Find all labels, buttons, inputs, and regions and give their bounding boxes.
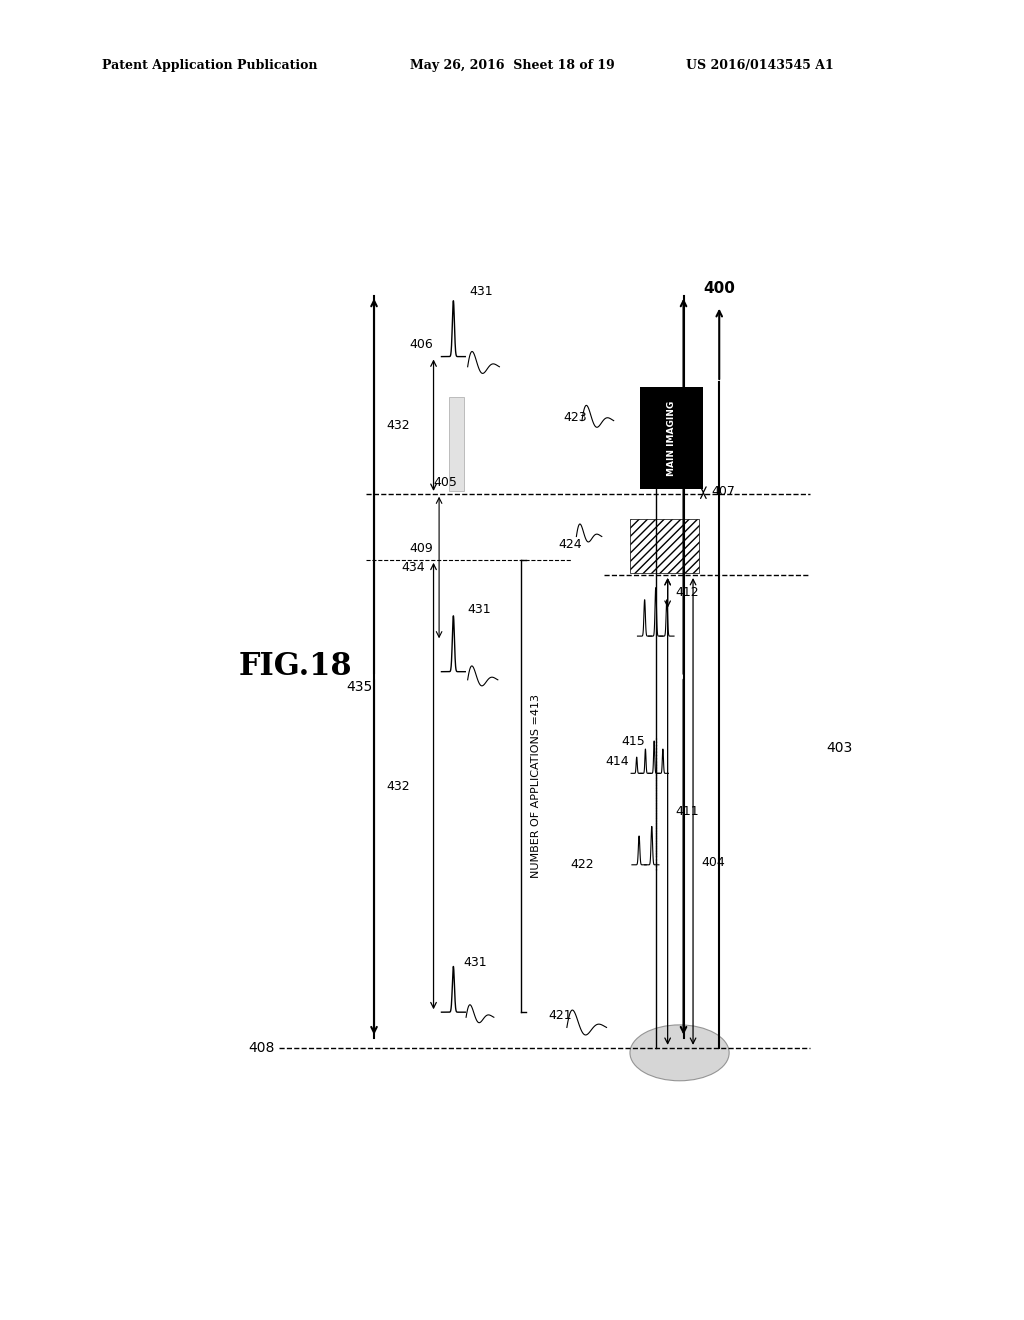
Text: 412: 412 bbox=[676, 586, 699, 599]
Text: 432: 432 bbox=[386, 780, 410, 792]
Text: 404: 404 bbox=[701, 855, 725, 869]
Text: 435: 435 bbox=[346, 680, 373, 694]
Bar bbox=[450, 397, 464, 491]
Text: May 26, 2016  Sheet 18 of 19: May 26, 2016 Sheet 18 of 19 bbox=[410, 59, 614, 73]
Bar bbox=[640, 387, 703, 488]
Text: 403: 403 bbox=[826, 741, 853, 755]
Text: 409: 409 bbox=[410, 541, 433, 554]
Text: 411: 411 bbox=[676, 805, 699, 818]
Text: 431: 431 bbox=[469, 285, 493, 297]
Text: 431: 431 bbox=[463, 957, 486, 969]
Text: 421: 421 bbox=[549, 1010, 572, 1022]
Text: NUMBER OF APPLICATIONS =413: NUMBER OF APPLICATIONS =413 bbox=[531, 694, 541, 878]
Text: 406: 406 bbox=[410, 338, 433, 351]
Text: 423: 423 bbox=[563, 411, 587, 424]
Text: 408: 408 bbox=[249, 1040, 274, 1055]
Text: 407: 407 bbox=[712, 484, 735, 498]
Text: 422: 422 bbox=[570, 858, 595, 871]
Text: 434: 434 bbox=[401, 561, 425, 574]
Text: US 2016/0143545 A1: US 2016/0143545 A1 bbox=[686, 59, 834, 73]
Text: MAIN IMAGING: MAIN IMAGING bbox=[667, 400, 676, 475]
Text: 432: 432 bbox=[386, 418, 410, 432]
Text: 414: 414 bbox=[606, 755, 630, 768]
Text: 400: 400 bbox=[703, 281, 735, 296]
Ellipse shape bbox=[630, 1024, 729, 1081]
Text: 431: 431 bbox=[468, 603, 492, 615]
Text: Patent Application Publication: Patent Application Publication bbox=[102, 59, 317, 73]
Text: FIG.18: FIG.18 bbox=[240, 651, 352, 682]
Text: 405: 405 bbox=[433, 475, 458, 488]
Text: 415: 415 bbox=[622, 735, 645, 748]
Bar bbox=[630, 519, 698, 573]
Text: 424: 424 bbox=[558, 539, 582, 552]
